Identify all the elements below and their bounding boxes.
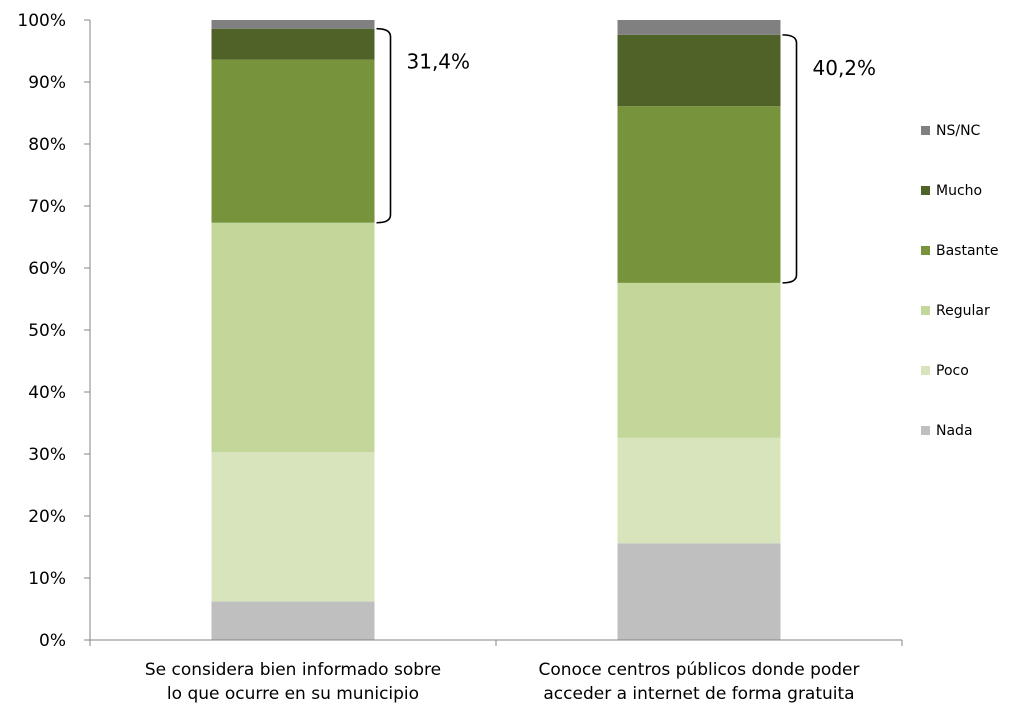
y-tick-label: 80% <box>28 135 66 155</box>
legend-swatch-poco <box>921 366 930 375</box>
bar-segment-mucho-1 <box>211 28 375 60</box>
y-tick-label: 50% <box>28 321 66 341</box>
bar-segment-bastante-1 <box>211 59 375 223</box>
x-category-label: lo que ocurre en su municipio <box>167 684 419 704</box>
bar-segment-ns-nc-2 <box>617 20 781 35</box>
legend-label-poco: Poco <box>936 363 969 379</box>
x-category-label: acceder a internet de forma gratuita <box>543 684 854 704</box>
legend-swatch-bastante <box>921 246 930 255</box>
legend-label-regular: Regular <box>936 303 990 319</box>
bars-group <box>211 20 781 640</box>
bar-segment-nada-2 <box>617 543 781 640</box>
legend-swatch-mucho <box>921 186 930 195</box>
x-category-label: Se considera bien informado sobre <box>145 660 441 680</box>
y-tick-label: 30% <box>28 445 66 465</box>
bar-segment-regular-2 <box>617 282 781 438</box>
bar-segment-ns-nc-1 <box>211 20 375 29</box>
y-tick-label: 10% <box>28 569 66 589</box>
legend-swatch-ns-nc <box>921 126 930 135</box>
y-tick-label: 90% <box>28 73 66 93</box>
legend-label-nada: Nada <box>936 423 973 439</box>
y-tick-label: 70% <box>28 197 66 217</box>
annotation-label: 40,2% <box>813 56 877 80</box>
annotation-label: 31,4% <box>407 50 471 74</box>
bar-segment-mucho-2 <box>617 34 781 107</box>
annotation-bracket <box>376 27 392 224</box>
legend-label-ns-nc: NS/NC <box>936 123 981 139</box>
x-category-labels: Se considera bien informado sobre lo que … <box>145 660 860 704</box>
legend-swatch-nada <box>921 426 930 435</box>
legend-label-mucho: Mucho <box>936 183 982 199</box>
x-category-label: Conoce centros públicos donde poder <box>538 660 859 680</box>
y-tick-label: 100% <box>17 11 66 31</box>
bar-segment-poco-1 <box>211 452 375 602</box>
y-tick-label: 40% <box>28 383 66 403</box>
legend-swatch-regular <box>921 306 930 315</box>
bar-segment-bastante-2 <box>617 106 781 283</box>
legend-label-bastante: Bastante <box>936 243 999 259</box>
bar-segment-nada-1 <box>211 601 375 640</box>
legend: NS/NC Mucho Bastante Regular Poco Nada <box>921 123 999 439</box>
bar-segment-poco-2 <box>617 437 781 544</box>
annotation-bracket <box>782 34 798 284</box>
y-tick-label: 60% <box>28 259 66 279</box>
y-tick-label: 20% <box>28 507 66 527</box>
y-tick-label: 0% <box>39 631 66 651</box>
bar-segment-regular-1 <box>211 222 375 453</box>
y-ticks-group: 0% 10% 20% 30% 40% 50% 60% 70% 80% 90% 100% <box>17 11 90 651</box>
annotation-brackets: 31,4% 40,2% <box>376 27 877 284</box>
